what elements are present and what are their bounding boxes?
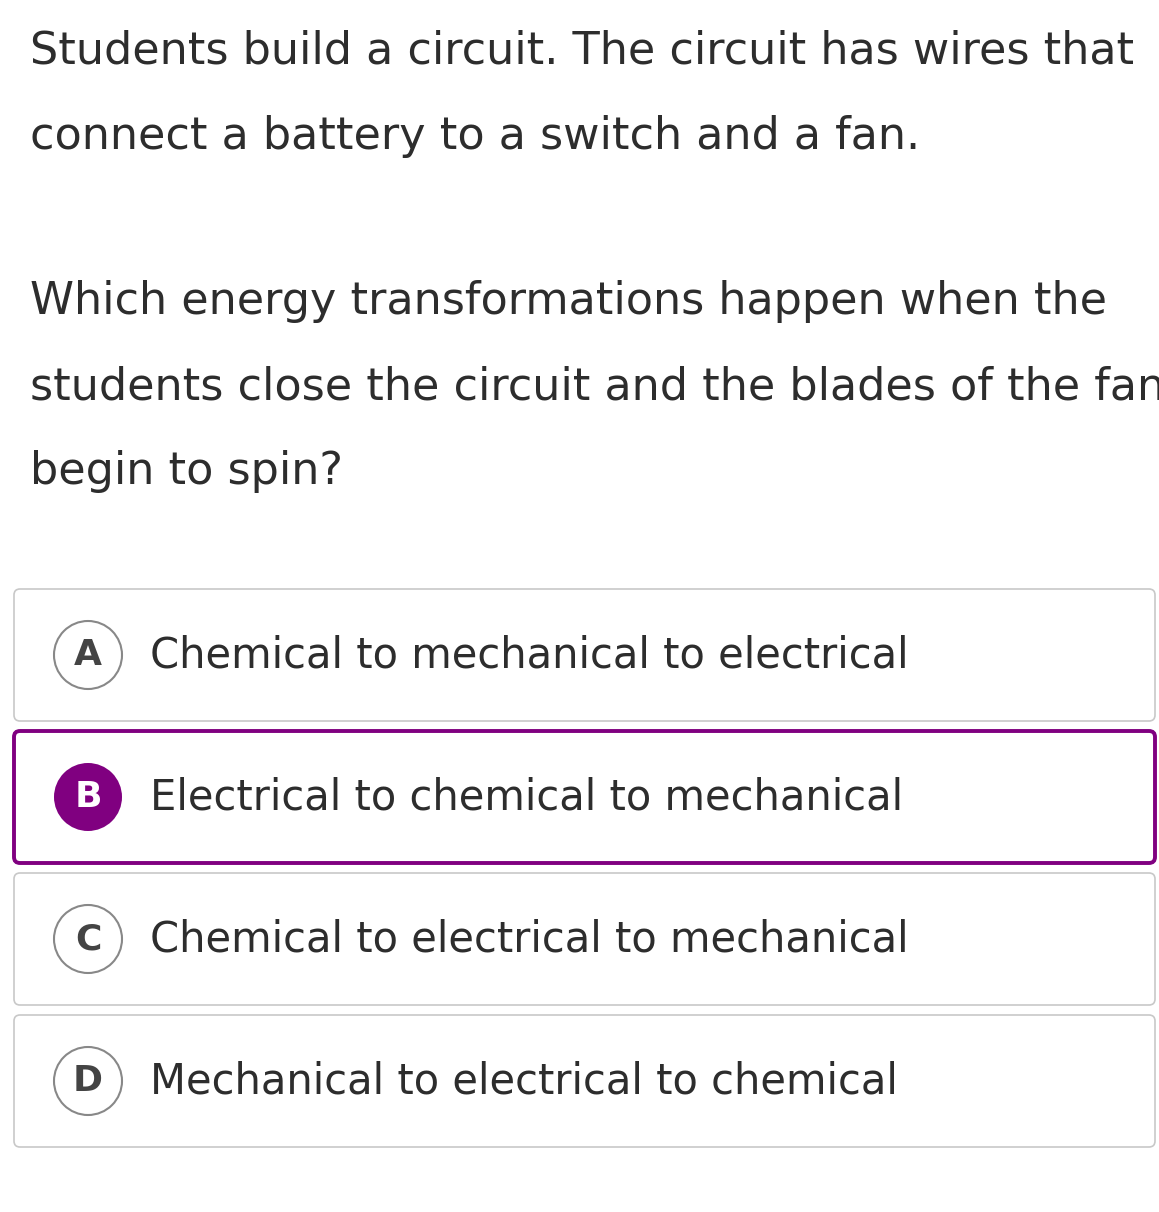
Text: Chemical to electrical to mechanical: Chemical to electrical to mechanical [150, 917, 909, 960]
Text: begin to spin?: begin to spin? [30, 450, 343, 493]
Circle shape [54, 1047, 122, 1115]
FancyBboxPatch shape [14, 873, 1156, 1005]
Text: Students build a circuit. The circuit has wires that: Students build a circuit. The circuit ha… [30, 30, 1135, 73]
FancyBboxPatch shape [14, 1014, 1156, 1147]
FancyBboxPatch shape [14, 589, 1156, 721]
Text: Mechanical to electrical to chemical: Mechanical to electrical to chemical [150, 1060, 898, 1102]
FancyBboxPatch shape [14, 731, 1156, 863]
Circle shape [54, 764, 122, 831]
Text: Which energy transformations happen when the: Which energy transformations happen when… [30, 280, 1107, 324]
Text: connect a battery to a switch and a fan.: connect a battery to a switch and a fan. [30, 115, 920, 158]
Text: A: A [74, 638, 102, 671]
Text: Electrical to chemical to mechanical: Electrical to chemical to mechanical [150, 776, 903, 818]
Circle shape [54, 621, 122, 688]
Circle shape [54, 905, 122, 973]
Text: B: B [74, 781, 102, 814]
Text: students close the circuit and the blades of the fan: students close the circuit and the blade… [30, 365, 1159, 408]
Text: D: D [73, 1064, 103, 1098]
Text: Chemical to mechanical to electrical: Chemical to mechanical to electrical [150, 634, 909, 676]
Text: C: C [75, 922, 101, 956]
